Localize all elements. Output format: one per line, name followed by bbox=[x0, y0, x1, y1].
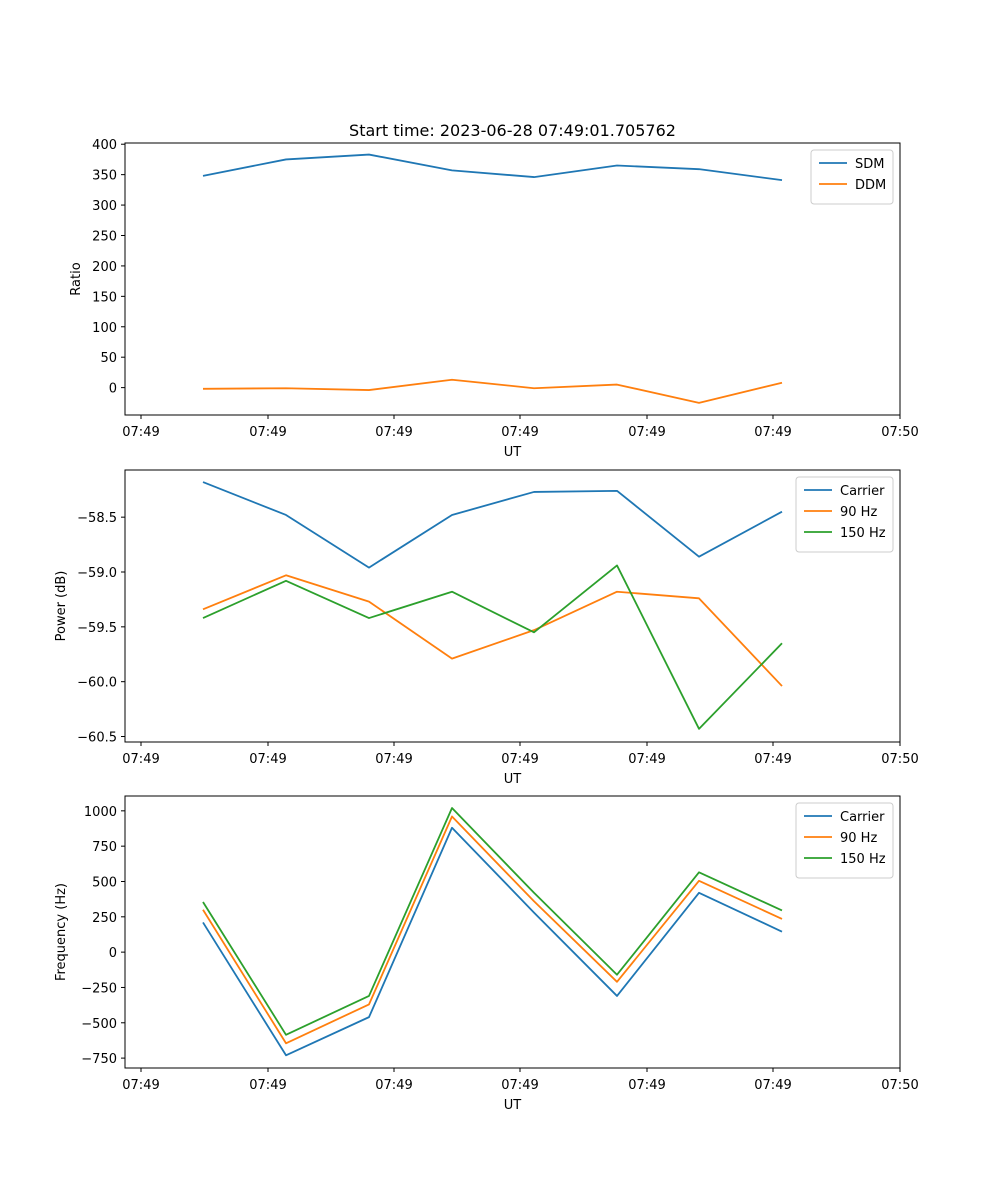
y-axis-label: Power (dB) bbox=[54, 571, 69, 642]
x-axis-label: UT bbox=[504, 445, 522, 460]
x-tick-label: 07:49 bbox=[501, 1078, 538, 1093]
x-tick-label: 07:49 bbox=[754, 752, 791, 767]
y-axis-label: Ratio bbox=[69, 262, 84, 295]
legend-label: 90 Hz bbox=[840, 831, 877, 846]
legend: SDM DDM bbox=[810, 149, 894, 205]
x-tick-label: 07:49 bbox=[122, 752, 159, 767]
legend-label: 150 Hz bbox=[840, 526, 886, 541]
subplot-1: 07:49 07:49 07:49 07:49 07:49 07:49 07:50 UT 0 50… bbox=[69, 138, 919, 460]
y-tick-label: 150 bbox=[92, 290, 117, 305]
x-tick-label: 07:50 bbox=[881, 425, 918, 440]
y-tick-label: −750 bbox=[81, 1052, 117, 1067]
legend-box bbox=[795, 476, 894, 553]
subplot-3: 07:49 07:49 07:49 07:49 07:49 07:49 07:50 UT −75… bbox=[54, 795, 919, 1113]
axes-frame bbox=[124, 142, 901, 416]
x-tick-label: 07:49 bbox=[249, 425, 286, 440]
y-tick-label: −60.0 bbox=[77, 676, 117, 691]
legend-box bbox=[795, 802, 894, 879]
y-tick-label: −58.5 bbox=[77, 511, 117, 526]
figure-title: Start time: 2023-06-28 07:49:01.705762 bbox=[349, 121, 676, 140]
y-tick-label: 0 bbox=[109, 382, 117, 397]
x-tick-label: 07:50 bbox=[881, 1078, 918, 1093]
x-tick-label: 07:49 bbox=[249, 1078, 286, 1093]
x-tick-label: 07:49 bbox=[628, 1078, 665, 1093]
x-tick-label: 07:49 bbox=[501, 425, 538, 440]
y-tick-label: 1000 bbox=[84, 805, 117, 820]
series-line-carrier bbox=[202, 481, 783, 569]
legend-label: DDM bbox=[855, 178, 886, 193]
legend-label: Carrier bbox=[840, 810, 885, 825]
legend-label: Carrier bbox=[840, 484, 885, 499]
y-tick-label: −60.5 bbox=[77, 731, 117, 746]
x-axis-label: UT bbox=[504, 772, 522, 787]
series-line-sdm bbox=[202, 153, 783, 182]
y-tick-label: −59.5 bbox=[77, 621, 117, 636]
y-tick-label: 50 bbox=[100, 351, 117, 366]
y-axis-label: Frequency (Hz) bbox=[54, 883, 69, 981]
series-line-90-hz bbox=[202, 574, 783, 687]
series-line-carrier bbox=[202, 826, 783, 1057]
series-line-150-hz bbox=[202, 564, 783, 730]
y-tick-label: 0 bbox=[109, 946, 117, 961]
series-line-ddm bbox=[202, 378, 783, 404]
y-tick-label: 750 bbox=[92, 840, 117, 855]
x-axis-label: UT bbox=[504, 1098, 522, 1113]
subplot-grid: 07:49 07:49 07:49 07:49 07:49 07:49 07:50 UT 0 50… bbox=[54, 138, 919, 1113]
y-tick-label: 400 bbox=[92, 138, 117, 153]
y-tick-label: 350 bbox=[92, 169, 117, 184]
axes-frame bbox=[124, 795, 901, 1069]
x-tick-label: 07:49 bbox=[501, 752, 538, 767]
legend: Carrier 90 Hz 150 Hz bbox=[795, 476, 894, 553]
x-tick-label: 07:49 bbox=[754, 1078, 791, 1093]
y-tick-label: 200 bbox=[92, 260, 117, 275]
axes-frame bbox=[124, 469, 901, 743]
series-line-150-hz bbox=[202, 807, 783, 1036]
x-tick-label: 07:49 bbox=[375, 1078, 412, 1093]
y-tick-label: 250 bbox=[92, 229, 117, 244]
legend: Carrier 90 Hz 150 Hz bbox=[795, 802, 894, 879]
y-tick-label: −59.0 bbox=[77, 566, 117, 581]
y-tick-label: 500 bbox=[92, 875, 117, 890]
legend-label: 150 Hz bbox=[840, 852, 886, 867]
x-tick-label: 07:49 bbox=[122, 425, 159, 440]
x-tick-label: 07:49 bbox=[628, 425, 665, 440]
series-line-90-hz bbox=[202, 815, 783, 1045]
y-tick-label: −250 bbox=[81, 981, 117, 996]
subplot-2: 07:49 07:49 07:49 07:49 07:49 07:49 07:50 UT −58… bbox=[54, 469, 919, 787]
x-tick-label: 07:49 bbox=[249, 752, 286, 767]
y-tick-label: −500 bbox=[81, 1017, 117, 1032]
y-tick-label: 250 bbox=[92, 911, 117, 926]
x-tick-label: 07:49 bbox=[754, 425, 791, 440]
y-tick-label: 300 bbox=[92, 199, 117, 214]
legend-label: SDM bbox=[855, 157, 884, 172]
x-tick-label: 07:50 bbox=[881, 752, 918, 767]
x-tick-label: 07:49 bbox=[375, 752, 412, 767]
y-tick-label: 100 bbox=[92, 321, 117, 336]
x-tick-label: 07:49 bbox=[375, 425, 412, 440]
x-tick-label: 07:49 bbox=[628, 752, 665, 767]
legend-label: 90 Hz bbox=[840, 505, 877, 520]
x-tick-label: 07:49 bbox=[122, 1078, 159, 1093]
